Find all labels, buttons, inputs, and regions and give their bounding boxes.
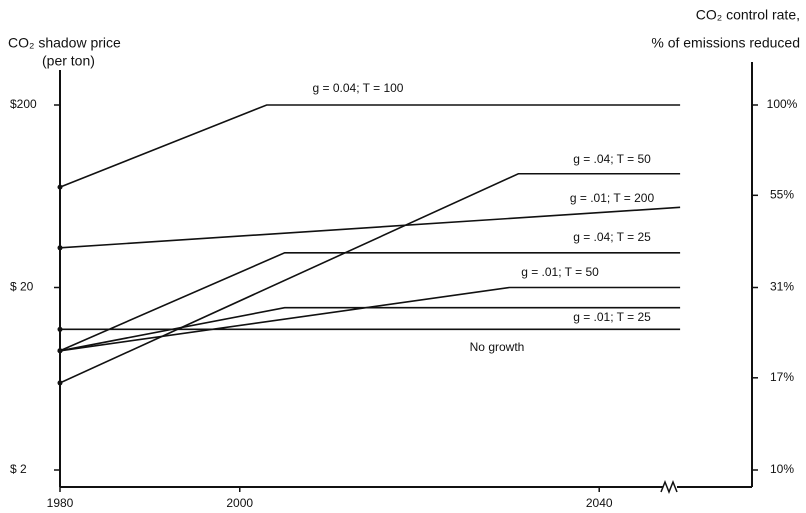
y-tick-label: $200 [10,97,37,111]
y2-axis-label: CO₂ control rate, [696,7,800,23]
series-label: g = .04; T = 25 [573,230,651,244]
y2-tick-label: 31% [770,280,794,294]
y2-axis-label: % of emissions reduced [651,35,800,51]
y2-tick-label: 55% [770,187,794,201]
series-label: g = 0.04; T = 100 [313,81,404,95]
y-axis-label: CO₂ shadow price [8,35,121,51]
y2-tick-label: 17% [770,370,794,384]
start-dot [57,245,63,251]
line [59,172,681,384]
series-label: No growth [470,340,525,354]
y-tick-label: $ 20 [10,280,34,294]
x-tick-label: 2040 [586,496,613,510]
line [59,206,681,249]
start-dot [57,380,63,386]
y2-tick-label: 100% [767,97,798,111]
start-dot [57,326,63,332]
x-tick-label: 1980 [47,496,74,510]
y2-tick-label: 10% [770,462,794,476]
axis-break [660,479,678,495]
line [59,306,681,352]
x-tick-label: 2000 [226,496,253,510]
line [59,104,681,188]
y-tick-label: $ 2 [10,462,27,476]
series-label: g = .01; T = 50 [521,265,599,279]
series-label: g = .01; T = 25 [573,310,651,324]
y-axis-label: (per ton) [42,53,95,69]
start-dot [57,184,63,190]
start-dot [57,348,63,354]
series-label: g = .04; T = 50 [573,152,651,166]
line [59,251,681,352]
series-label: g = .01; T = 200 [570,191,655,205]
